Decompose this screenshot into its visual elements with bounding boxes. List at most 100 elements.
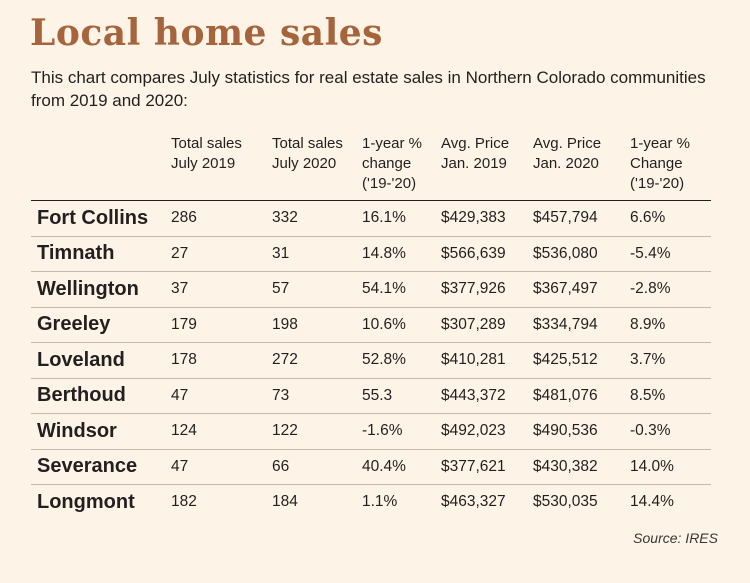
- column-header: 1-year % change ('19-'20): [358, 130, 437, 201]
- column-header-line: Jan. 2019: [441, 155, 507, 172]
- table-cell: 184: [272, 493, 298, 511]
- table-cell: 73: [272, 386, 290, 404]
- table-cell: 124: [171, 422, 197, 440]
- table-cell: 31: [272, 244, 290, 262]
- table-row: Loveland 178 272 52.8% $410,281 $425,512 3.7%: [31, 343, 711, 378]
- table-cell: 55.3: [362, 386, 393, 404]
- column-header-line: Avg. Price: [441, 135, 510, 152]
- column-header-line: Jan. 2020: [533, 155, 599, 172]
- city-name: Fort Collins: [37, 206, 149, 229]
- table-cell: 47: [171, 457, 189, 475]
- table-cell: $429,383: [441, 209, 506, 227]
- table-cell: 27: [171, 244, 189, 262]
- table-cell: $481,076: [533, 386, 598, 404]
- column-header-line: ('19-'20): [630, 175, 685, 192]
- table-cell: -2.8%: [630, 280, 671, 298]
- column-header: Total sales July 2020: [268, 130, 358, 201]
- table-cell: 8.9%: [630, 315, 666, 333]
- table-cell: 14.4%: [630, 493, 674, 511]
- table-cell: 52.8%: [362, 351, 406, 369]
- table-row: Berthoud 47 73 55.3 $443,372 $481,076 8.5%: [31, 378, 711, 414]
- table-cell: $425,512: [533, 351, 598, 369]
- table-cell: 16.1%: [362, 209, 406, 227]
- table-row: Greeley 179 198 10.6% $307,289 $334,794 8.9%: [31, 307, 711, 343]
- chart-subtitle: This chart compares July statistics for …: [31, 68, 706, 110]
- table-cell: 3.7%: [630, 351, 666, 369]
- table-cell: 178: [171, 351, 197, 369]
- table-cell: 37: [171, 280, 189, 298]
- table-cell: 272: [272, 351, 298, 369]
- infographic-frame: Local home sales This chart compares Jul…: [6, 0, 750, 583]
- column-header-line: July 2019: [171, 155, 236, 172]
- table-row: Wellington 37 57 54.1% $377,926 $367,497 -2.8%: [31, 272, 711, 307]
- table-cell: $367,497: [533, 280, 598, 298]
- table-cell: $307,289: [441, 315, 506, 333]
- table-cell: 54.1%: [362, 280, 406, 298]
- column-header-line: Total sales: [171, 135, 242, 152]
- home-sales-table: Total sales July 2019 Total sales July 2020…: [31, 130, 711, 520]
- table-cell: 8.5%: [630, 386, 666, 404]
- column-header: 1-year % Change ('19-'20): [626, 130, 711, 201]
- column-header-line: 1-year %: [362, 135, 423, 152]
- column-header-line: Change: [630, 155, 683, 172]
- table-row: Longmont 182 184 1.1% $463,327 $530,035 14.4%: [31, 485, 711, 520]
- city-name: Longmont: [37, 490, 135, 513]
- table-cell: 14.0%: [630, 457, 674, 475]
- table-cell: -0.3%: [630, 422, 671, 440]
- table-row: Windsor 124 122 -1.6% $492,023 $490,536 -0.3%: [31, 414, 711, 449]
- table-cell: $377,621: [441, 457, 506, 475]
- table-cell: 1.1%: [362, 493, 398, 511]
- city-name: Greeley: [37, 313, 111, 336]
- table-body: Fort Collins 286 332 16.1% $429,383 $457,794 6…: [31, 201, 711, 520]
- column-header-line: July 2020: [272, 155, 337, 172]
- table-row: Severance 47 66 40.4% $377,621 $430,382 14.0%: [31, 449, 711, 485]
- table-cell: $410,281: [441, 351, 506, 369]
- table-cell: $490,536: [533, 422, 598, 440]
- city-name: Loveland: [37, 348, 125, 371]
- table-cell: 10.6%: [362, 315, 406, 333]
- table-cell: $566,639: [441, 244, 506, 262]
- city-name: Windsor: [37, 419, 117, 442]
- table-cell: $457,794: [533, 209, 598, 227]
- table-cell: -1.6%: [362, 422, 403, 440]
- table-row: Fort Collins 286 332 16.1% $429,383 $457,794 6…: [31, 201, 711, 236]
- table-cell: 14.8%: [362, 244, 406, 262]
- table-cell: 182: [171, 493, 197, 511]
- column-header: Total sales July 2019: [167, 130, 268, 201]
- column-header: [31, 130, 167, 201]
- table-cell: -5.4%: [630, 244, 671, 262]
- column-header: Avg. Price Jan. 2019: [437, 130, 529, 201]
- source-note: Source: IRES: [633, 530, 718, 546]
- table-cell: $463,327: [441, 493, 506, 511]
- table-header-row: Total sales July 2019 Total sales July 2020…: [31, 130, 711, 201]
- table-cell: $377,926: [441, 280, 506, 298]
- city-name: Severance: [37, 455, 138, 478]
- table-cell: 6.6%: [630, 209, 666, 227]
- table-cell: 66: [272, 457, 290, 475]
- city-name: Berthoud: [37, 384, 126, 407]
- city-name: Timnath: [37, 242, 115, 265]
- table-cell: $530,035: [533, 493, 598, 511]
- column-header-line: Total sales: [272, 135, 343, 152]
- table-cell: 40.4%: [362, 457, 406, 475]
- table-cell: 286: [171, 209, 197, 227]
- table-row: Timnath 27 31 14.8% $566,639 $536,080 -5.4%: [31, 236, 711, 272]
- column-header: Avg. Price Jan. 2020: [529, 130, 626, 201]
- table-cell: 198: [272, 315, 298, 333]
- table-cell: $430,382: [533, 457, 598, 475]
- city-name: Wellington: [37, 277, 139, 300]
- table-cell: $492,023: [441, 422, 506, 440]
- table-cell: 332: [272, 209, 298, 227]
- table-cell: 122: [272, 422, 298, 440]
- table-cell: $443,372: [441, 386, 506, 404]
- table-cell: 57: [272, 280, 290, 298]
- column-header-line: Avg. Price: [533, 135, 602, 152]
- table-cell: $536,080: [533, 244, 598, 262]
- column-header-line: ('19-'20): [362, 175, 417, 192]
- page-title: Local home sales: [30, 12, 383, 54]
- column-header-line: 1-year %: [630, 135, 691, 152]
- table-cell: 179: [171, 315, 197, 333]
- column-header-line: change: [362, 155, 412, 172]
- table-cell: $334,794: [533, 315, 598, 333]
- table-cell: 47: [171, 386, 189, 404]
